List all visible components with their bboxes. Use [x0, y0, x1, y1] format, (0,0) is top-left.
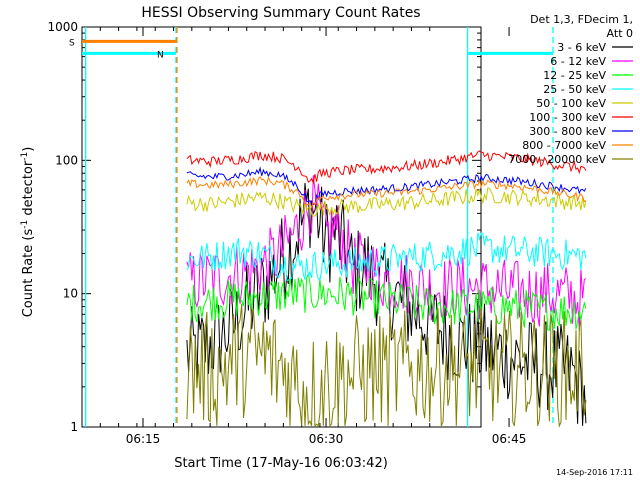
y-axis-label-part: ): [21, 147, 36, 152]
y-axis-label-sup: -1: [20, 152, 30, 161]
vertical-markers: [85, 27, 554, 427]
legend-header-line: Att 0: [607, 27, 633, 40]
timestamp: 14-Sep-2016 17:11: [556, 468, 633, 477]
flag-letter: N: [157, 50, 164, 60]
flag-letter: S: [69, 38, 75, 48]
y-axis: 1 10 100 1000: [47, 20, 481, 434]
series-line: [186, 272, 587, 331]
x-tick-label: 06:15: [126, 432, 161, 446]
series-line: [186, 175, 587, 330]
legend-label: 3 - 6 keV: [557, 41, 606, 54]
legend-label: 800 - 7000 keV: [522, 139, 606, 152]
y-tick-label: 100: [55, 153, 78, 167]
series-line: [186, 166, 587, 206]
chart-title: HESSI Observing Summary Count Rates: [141, 5, 420, 21]
x-tick-label: 06:30: [309, 432, 344, 446]
legend-label: 7000 - 20000 keV: [508, 153, 606, 166]
x-tick-label: 06:45: [492, 432, 527, 446]
legend-label: 25 - 50 keV: [543, 83, 606, 96]
legend-label: 100 - 300 keV: [529, 111, 606, 124]
flag-layer: SN: [69, 38, 553, 60]
y-axis-label: Count Rate (s-1 detector-1): [20, 147, 36, 318]
series-line: [186, 187, 587, 217]
legend-label: 50 - 100 keV: [536, 97, 606, 110]
series-line: [186, 303, 587, 428]
y-axis-label-sup: -1: [20, 220, 30, 229]
y-axis-label-part: Count Rate (s: [21, 229, 36, 318]
x-axis-label: Start Time (17-May-16 06:03:42): [174, 456, 388, 471]
series-line: [186, 175, 587, 209]
legend-label: 300 - 800 keV: [529, 125, 606, 138]
legend-header-line: Det 1,3, FDecim 1,: [530, 13, 633, 26]
y-tick-label: 1000: [47, 20, 78, 34]
y-tick-label: 10: [63, 287, 78, 301]
y-axis-label-part: detector: [21, 160, 36, 220]
y-tick-label: 1: [70, 420, 78, 434]
plot-frame: [81, 26, 482, 428]
plot-area: [81, 26, 482, 428]
series-line: [186, 150, 587, 185]
legend-label: 12 - 25 keV: [543, 69, 606, 82]
series-layer: [186, 150, 587, 428]
series-line: [186, 232, 587, 282]
legend-label: 6 - 12 keV: [550, 55, 606, 68]
